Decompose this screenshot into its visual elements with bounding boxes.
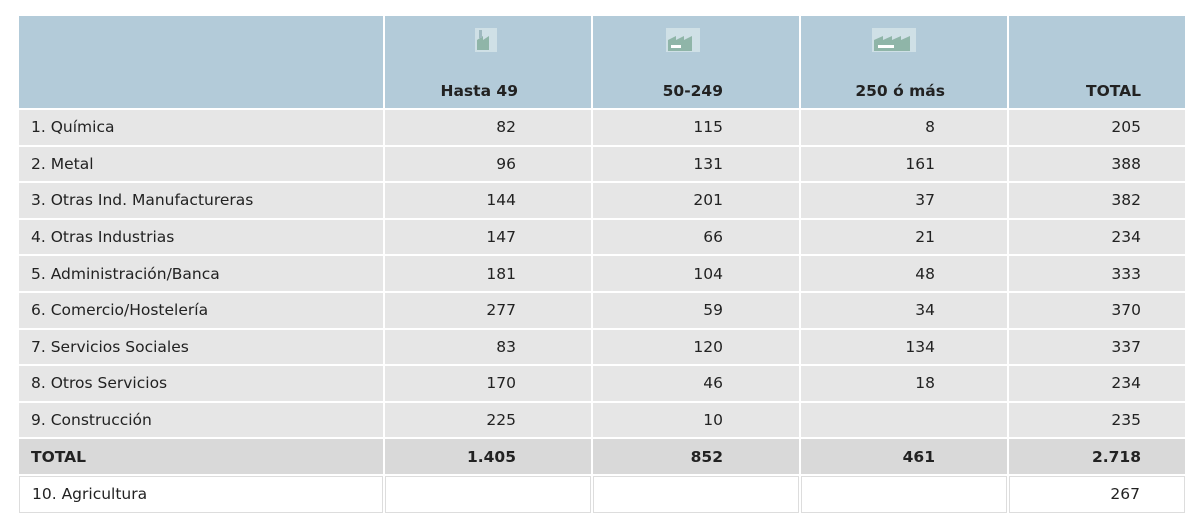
- header-empty: [19, 16, 383, 108]
- extra-row: 10. Agricultura 267: [19, 475, 1185, 513]
- value-cell: [801, 475, 1007, 513]
- header-label: 250 ó más: [855, 82, 945, 100]
- value-cell: [593, 475, 799, 513]
- row-label: 10. Agricultura: [19, 475, 383, 513]
- value-cell: 235: [1009, 402, 1185, 438]
- data-row: 9. Construcción 225 10 235: [19, 402, 1185, 438]
- row-label: 4. Otras Industrias: [19, 219, 383, 255]
- value-cell: 134: [801, 329, 1007, 365]
- value-cell: 66: [593, 219, 799, 255]
- row-label: 7. Servicios Sociales: [19, 329, 383, 365]
- value-cell: 120: [593, 329, 799, 365]
- row-label: 5. Administración/Banca: [19, 256, 383, 291]
- header-row: Hasta 49 50-249 250 ó más TOTAL: [19, 16, 1185, 108]
- value-cell: 333: [1009, 256, 1185, 291]
- value-cell: 382: [1009, 183, 1185, 218]
- value-cell: 59: [593, 292, 799, 328]
- data-row: 8. Otros Servicios 170 46 18 234: [19, 366, 1185, 401]
- row-label: 8. Otros Servicios: [19, 366, 383, 401]
- value-cell: 388: [1009, 146, 1185, 182]
- value-cell: 8: [801, 110, 1007, 145]
- value-cell: 170: [385, 366, 591, 401]
- value-cell: 225: [385, 402, 591, 438]
- value-cell: 234: [1009, 219, 1185, 255]
- header-cell: TOTAL: [1009, 16, 1185, 108]
- value-cell: 104: [593, 256, 799, 291]
- factory-icon: [872, 28, 916, 52]
- header-label: Hasta 49: [440, 82, 519, 100]
- header-label: 50-249: [662, 82, 723, 100]
- data-row: 7. Servicios Sociales 83 120 134 337: [19, 329, 1185, 365]
- row-label: 2. Metal: [19, 146, 383, 182]
- value-cell: 161: [801, 146, 1007, 182]
- value-cell: 82: [385, 110, 591, 145]
- factory-icon: [475, 28, 497, 52]
- row-label: 9. Construcción: [19, 402, 383, 438]
- value-cell: 83: [385, 329, 591, 365]
- value-cell: 337: [1009, 329, 1185, 365]
- factory-icon: [666, 28, 700, 52]
- data-row: 1. Química 82 115 8 205: [19, 110, 1185, 145]
- row-label: 3. Otras Ind. Manufactureras: [19, 183, 383, 218]
- header-cell: 50-249: [593, 16, 799, 108]
- header-cell: 250 ó más: [801, 16, 1007, 108]
- value-cell: 18: [801, 366, 1007, 401]
- value-cell: 370: [1009, 292, 1185, 328]
- value-cell: 46: [593, 366, 799, 401]
- value-cell: 144: [385, 183, 591, 218]
- header-cell: Hasta 49: [385, 16, 591, 108]
- value-cell: 147: [385, 219, 591, 255]
- value-cell: 205: [1009, 110, 1185, 145]
- value-cell: 461: [801, 439, 1007, 474]
- value-cell: 234: [1009, 366, 1185, 401]
- value-cell: 181: [385, 256, 591, 291]
- value-cell: 21: [801, 219, 1007, 255]
- total-row: TOTAL 1.405 852 461 2.718: [19, 439, 1185, 474]
- value-cell: 277: [385, 292, 591, 328]
- value-cell: [801, 402, 1007, 438]
- data-row: 2. Metal 96 131 161 388: [19, 146, 1185, 182]
- row-label: TOTAL: [19, 439, 383, 474]
- value-cell: 852: [593, 439, 799, 474]
- value-cell: 115: [593, 110, 799, 145]
- data-table: Hasta 49 50-249 250 ó más TOTAL 1. Quími…: [17, 14, 1187, 515]
- value-cell: [385, 475, 591, 513]
- value-cell: 96: [385, 146, 591, 182]
- value-cell: 131: [593, 146, 799, 182]
- value-cell: 2.718: [1009, 439, 1185, 474]
- row-label: 1. Química: [19, 110, 383, 145]
- row-label: 6. Comercio/Hostelería: [19, 292, 383, 328]
- value-cell: 267: [1009, 475, 1185, 513]
- page: Hasta 49 50-249 250 ó más TOTAL 1. Quími…: [19, 16, 1185, 513]
- value-cell: 34: [801, 292, 1007, 328]
- data-row: 3. Otras Ind. Manufactureras 144 201 37 382: [19, 183, 1185, 218]
- value-cell: 10: [593, 402, 799, 438]
- data-row: 4. Otras Industrias 147 66 21 234: [19, 219, 1185, 255]
- data-row: 6. Comercio/Hostelería 277 59 34 370: [19, 292, 1185, 328]
- header-label: TOTAL: [1086, 82, 1141, 100]
- value-cell: 1.405: [385, 439, 591, 474]
- table-body: 1. Química 82 115 8 205 2. Metal 96 131 161 388 3.…: [19, 110, 1185, 513]
- value-cell: 37: [801, 183, 1007, 218]
- value-cell: 201: [593, 183, 799, 218]
- value-cell: 48: [801, 256, 1007, 291]
- data-row: 5. Administración/Banca 181 104 48 333: [19, 256, 1185, 291]
